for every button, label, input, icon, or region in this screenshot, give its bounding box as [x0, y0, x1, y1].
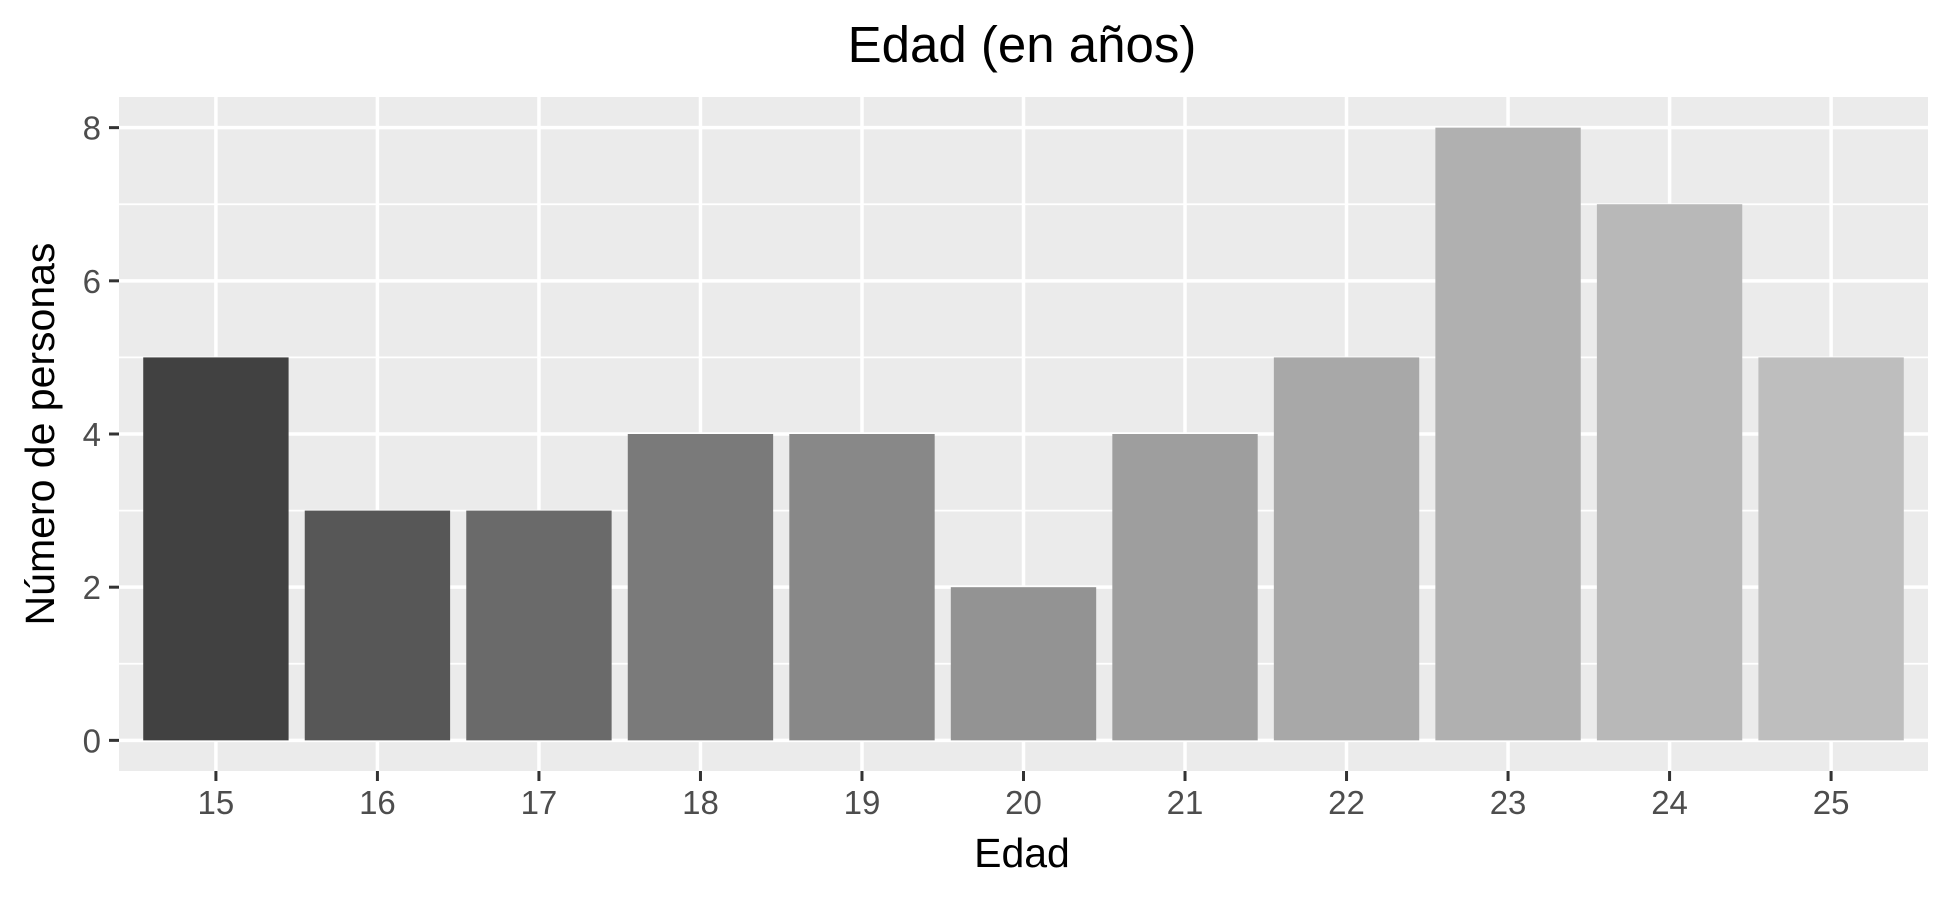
x-tick-label: 20 [1005, 784, 1042, 821]
x-tick-label: 18 [682, 784, 719, 821]
y-axis-title: Número de personas [17, 243, 63, 626]
y-tick-label: 6 [83, 263, 101, 300]
x-axis-title: Edad [974, 830, 1070, 876]
bar-20 [950, 587, 1097, 741]
x-tick-label: 23 [1490, 784, 1527, 821]
x-tick-label: 15 [198, 784, 235, 821]
y-axis: 0 2 4 6 8 [83, 110, 119, 759]
bar-17 [466, 510, 612, 741]
x-tick-label: 16 [359, 784, 396, 821]
bar-22 [1273, 357, 1420, 741]
chart-title: Edad (en años) [848, 16, 1197, 73]
bar-24 [1596, 204, 1743, 741]
x-tick-label: 24 [1651, 784, 1688, 821]
x-tick-label: 17 [521, 784, 558, 821]
bar-16 [304, 510, 451, 741]
y-tick-label: 0 [83, 722, 101, 759]
x-tick-label: 22 [1328, 784, 1365, 821]
x-tick-label: 19 [844, 784, 881, 821]
bars [143, 127, 1904, 741]
x-tick-label: 25 [1813, 784, 1850, 821]
x-tick-label: 21 [1167, 784, 1204, 821]
bar-25 [1758, 357, 1904, 741]
bar-18 [627, 434, 774, 741]
y-tick-label: 8 [83, 110, 101, 147]
bar-21 [1112, 434, 1258, 741]
y-tick-label: 4 [83, 416, 101, 453]
bar-23 [1435, 127, 1581, 741]
y-tick-label: 2 [83, 569, 101, 606]
x-axis: 15 16 17 18 19 20 21 22 23 24 25 [198, 771, 1850, 821]
bar-15 [143, 357, 289, 741]
bar-19 [789, 434, 935, 741]
